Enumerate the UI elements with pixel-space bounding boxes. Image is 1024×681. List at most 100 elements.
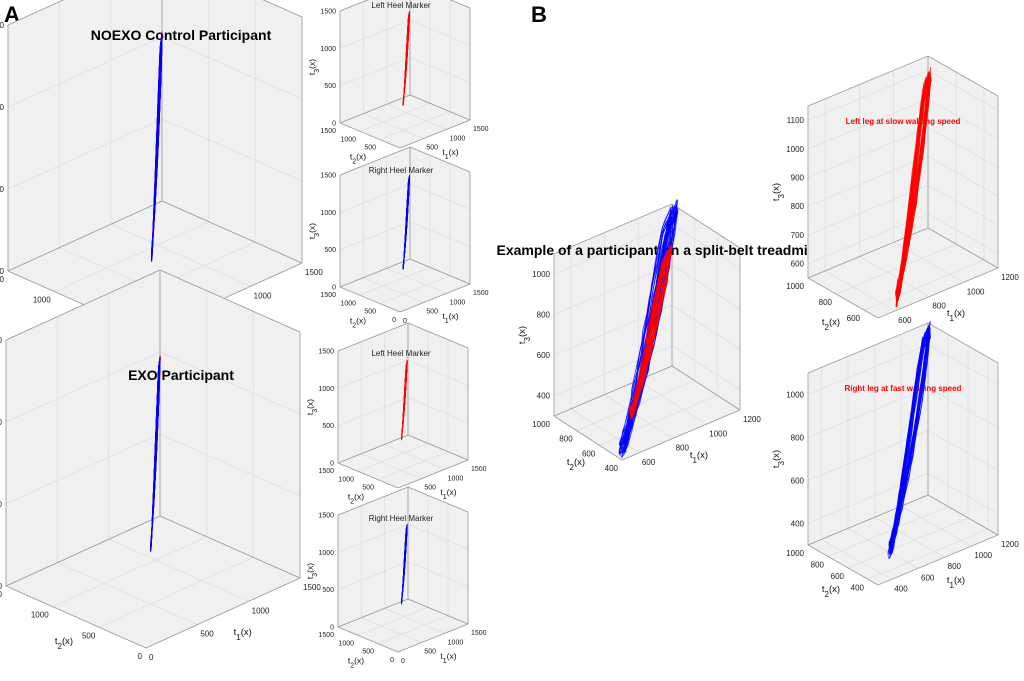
pane-back-right [410, 147, 470, 284]
series-right-leg [887, 320, 932, 559]
axis-frame-edge [409, 94, 471, 121]
y-tick-label: 400 [851, 583, 865, 592]
trace-cycle [618, 213, 672, 455]
z-tick-label: 0 [0, 267, 5, 276]
axis-frame-edge [671, 203, 741, 249]
z-tick-label: 1500 [318, 348, 334, 355]
z-tick-label: 500 [322, 423, 334, 430]
x-tick-label: 1000 [709, 429, 727, 438]
x-tick-label: 1200 [743, 415, 761, 424]
chart-title: NOEXO Control Participant [91, 27, 272, 43]
axis-frame-edge [159, 515, 301, 579]
z-tick-label: 1000 [532, 270, 550, 279]
y-tick-label: 1000 [786, 282, 804, 291]
pane-back-right [672, 204, 740, 410]
x-tick-label: 1200 [1001, 273, 1019, 282]
grid-lines [807, 323, 999, 580]
x-tick-label: 800 [948, 562, 962, 571]
x-tick-label: 0 [403, 318, 407, 325]
pane-floor [6, 516, 300, 648]
z-tick-label: 0 [332, 284, 336, 291]
pane-floor [340, 259, 470, 312]
x-tick-label: 600 [898, 316, 912, 325]
x-tick-label: 500 [424, 649, 436, 656]
x-tick-label: 1000 [450, 299, 466, 306]
axis-frame-edge [337, 626, 399, 653]
x-axis-label: t1(x) [947, 575, 965, 590]
axis-frame-edge [337, 486, 409, 516]
series-left-heel [400, 359, 408, 441]
pane-back-right [408, 323, 468, 460]
axis-frame-edge [337, 598, 409, 628]
axis-frame-edge [262, 0, 303, 18]
y-tick-label: 500 [82, 631, 96, 640]
axis-frame-edge [145, 577, 301, 649]
z-tick-label: 500 [0, 500, 3, 509]
pane-floor [554, 366, 740, 460]
x-tick-label: 1500 [303, 583, 321, 592]
z-tick-label: 1500 [318, 512, 334, 519]
pane-floor [808, 495, 998, 585]
z-tick-label: 1000 [786, 145, 804, 154]
axis-frame-edge [671, 365, 741, 411]
x-tick-label: 1500 [473, 290, 489, 297]
pane-floor [338, 435, 468, 488]
y-axis-label: t2(x) [348, 491, 364, 505]
x-tick-label: 1500 [471, 466, 487, 473]
z-tick-label: 0 [332, 120, 336, 127]
trace-cycle [401, 525, 408, 604]
axis-frame-edge [553, 415, 623, 461]
x-axis-label: t1(x) [442, 311, 458, 325]
axis-frame-edge [339, 94, 411, 124]
axis-frame-edge [5, 515, 161, 587]
axis-frame-edge [621, 409, 741, 461]
z-tick-label: 500 [322, 587, 334, 594]
axis-frame-edge [449, 0, 471, 9]
z-tick-label: 600 [791, 259, 805, 268]
axis-frame-edge [339, 258, 411, 288]
trace-cycle [632, 248, 672, 410]
axis-frame-edge [553, 203, 673, 255]
series-left-heel [402, 11, 411, 106]
axis-frame-edge [877, 534, 999, 586]
plot-A-noexo-main: 050010001500050010001500050010001500t1(x… [0, 0, 323, 347]
z-tick-label: 1000 [0, 418, 3, 427]
pane-back-left [338, 323, 408, 463]
x-tick-label: 400 [894, 584, 908, 593]
y-axis-label: t2(x) [822, 584, 840, 599]
y-tick-label: 1000 [340, 300, 356, 307]
y-tick-label: 600 [847, 314, 861, 323]
y-tick-label: 500 [362, 649, 374, 656]
y-tick-label: 800 [819, 298, 833, 307]
z-tick-label: 800 [791, 433, 805, 442]
z-axis-label: t3(x) [305, 399, 319, 415]
x-tick-label: 1000 [252, 606, 270, 615]
x-axis-label: t1(x) [690, 450, 708, 465]
series-right-heel [150, 356, 161, 553]
y-tick-label: 400 [605, 464, 619, 473]
plot-B-split: 600 800 1000 1200 400 600 800 1000 400 600 800 1000… [497, 199, 815, 473]
y-axis-label: t2(x) [55, 636, 73, 651]
trace-cycle [402, 11, 410, 104]
axis-frame-edge [407, 598, 469, 625]
chart-title: Left leg at slow walking speed [846, 117, 961, 126]
z-tick-label: 1000 [318, 550, 334, 557]
x-tick-label: 1000 [974, 551, 992, 560]
axis-frame-edge [407, 434, 469, 461]
pane-back-left [340, 147, 410, 287]
z-tick-label: 1500 [320, 172, 336, 179]
pane-floor [340, 95, 470, 148]
x-tick-label: 1500 [473, 126, 489, 133]
pane-back-left [808, 323, 928, 545]
trace-cycle [890, 330, 930, 550]
y-tick-label: 600 [831, 572, 845, 581]
plot-A-exo-left: 050010001500050010001500050010001500t1(x… [305, 322, 487, 505]
panel-label-b: B [531, 2, 547, 27]
axis-frame-edge [407, 322, 469, 349]
y-tick-label: 1000 [338, 476, 354, 483]
series-right-heel [402, 174, 411, 270]
z-axis-label: t3(x) [517, 326, 532, 344]
x-tick-label: 1000 [448, 639, 464, 646]
z-tick-label: 500 [324, 247, 336, 254]
